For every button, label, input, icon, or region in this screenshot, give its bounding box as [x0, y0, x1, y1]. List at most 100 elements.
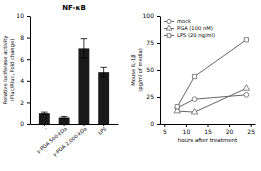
tick-label: 4 — [20, 77, 24, 84]
tick: 5 — [163, 124, 167, 135]
tick: 6 — [20, 56, 30, 63]
x-axis-title: hours after treatment — [178, 137, 238, 143]
axis-line — [31, 124, 119, 125]
legend-label: PGA (100 nM) — [177, 25, 213, 31]
tick-label: 6 — [20, 56, 24, 63]
y-axis-title: Mouse IL-1β(pg/ml of media) — [130, 48, 144, 91]
tick-mark — [157, 43, 160, 44]
tick-label: LPS — [97, 126, 108, 136]
legend-label: LPS (20 ng/ml) — [177, 32, 215, 39]
x-axis: -γ-PGA 500-kDaγ-PGA 2,000-kDa LPS — [31, 124, 119, 158]
plot-area — [39, 39, 109, 124]
tick-mark — [27, 81, 30, 82]
y-axis-title-line: (Fluc/Rluc, Fold change) — [9, 39, 16, 101]
chart-title: NF-κB — [62, 4, 86, 12]
tick-label: 8 — [20, 34, 24, 41]
tick-label: γ-PGA 500-kDa — [35, 126, 68, 156]
tick-label: 50 — [146, 66, 154, 73]
axis-line — [30, 17, 31, 125]
tick: 10 — [16, 12, 30, 19]
tick-label: 15 — [204, 128, 212, 135]
tick-label: 10 — [183, 128, 191, 135]
legend-swatch-marker — [166, 25, 172, 30]
tick-label: 25 — [247, 128, 255, 135]
tick-mark — [27, 16, 30, 17]
point — [244, 92, 249, 97]
series-line — [177, 88, 246, 112]
point — [192, 74, 196, 78]
legend-swatch-marker — [167, 19, 171, 23]
tick-mark — [157, 97, 160, 98]
chart-svg: 0 2 4 6 8 10 -γ-PGA 500-kDaγ-PGA 2,000-kDa LPS N… — [0, 0, 261, 171]
bar — [78, 48, 89, 124]
point — [244, 38, 248, 42]
legend-label: mock — [177, 18, 191, 24]
tick-label: 0 — [150, 120, 154, 127]
tick: 50 — [146, 66, 160, 73]
plot-area — [174, 38, 250, 114]
tick: 0 — [20, 120, 30, 127]
x-axis: 5 10 15 20 25 — [161, 124, 256, 135]
tick-mark — [157, 16, 160, 17]
tick-mark — [157, 124, 160, 125]
tick-mark — [229, 124, 230, 127]
legend-item: mock — [164, 18, 191, 24]
y-axis-title-line: (pg/ml of media) — [137, 48, 144, 91]
tick-mark — [164, 124, 165, 127]
tick: γ-PGA 500-kDa — [35, 124, 68, 155]
tick: 8 — [20, 34, 30, 41]
point — [192, 97, 197, 102]
tick-label: 2 — [20, 99, 24, 106]
tick-mark — [208, 124, 209, 127]
legend-item: LPS (20 ng/ml) — [164, 32, 215, 39]
tick: 10 — [183, 124, 191, 135]
legend-swatch-marker — [167, 34, 171, 38]
tick: 4 — [20, 77, 30, 84]
point — [243, 85, 249, 91]
tick-label: γ-PGA 2,000-kDa — [51, 126, 88, 159]
tick-label: - — [43, 125, 48, 131]
tick-label: 10 — [16, 12, 24, 19]
y-axis-title: Relative luciferase activity(Fluc/Rluc, … — [2, 36, 16, 105]
tick-mark — [27, 59, 30, 60]
legend-item: PGA (100 nM) — [164, 25, 213, 31]
tick-mark — [27, 124, 30, 125]
tick-mark — [27, 102, 30, 103]
tick: 100 — [143, 12, 160, 19]
axis-line — [160, 17, 161, 125]
point — [175, 105, 179, 109]
tick-label: 5 — [163, 128, 167, 135]
tick: 25 — [247, 124, 255, 135]
tick: 2 — [20, 99, 30, 106]
tick: 25 — [146, 93, 160, 100]
bar — [98, 72, 109, 124]
error-bar — [41, 112, 48, 114]
point — [191, 108, 197, 114]
bar — [39, 113, 50, 124]
y-axis: 0 25 50 75 100 — [143, 12, 161, 127]
legend: mockPGA (100 nM)LPS (20 ng/ml) — [164, 18, 215, 39]
tick: 20 — [226, 124, 234, 135]
error-bar — [100, 67, 107, 77]
tick-mark — [27, 38, 30, 39]
tick-mark — [157, 70, 160, 71]
tick-label: 0 — [20, 120, 24, 127]
tick: 75 — [146, 39, 160, 46]
y-axis: 0 2 4 6 8 10 — [16, 12, 30, 127]
series-line — [177, 40, 246, 107]
tick: LPS — [97, 124, 108, 136]
tick-mark — [186, 124, 187, 127]
series-line — [177, 95, 246, 108]
tick-label: 20 — [226, 128, 234, 135]
tick: 0 — [150, 120, 160, 127]
tick-label: 25 — [146, 93, 154, 100]
tick-label: 75 — [146, 39, 154, 46]
tick: 15 — [204, 124, 212, 135]
tick: γ-PGA 2,000-kDa — [51, 124, 88, 158]
tick-label: 100 — [143, 12, 155, 19]
error-bar — [61, 116, 68, 118]
chart-root: 0 2 4 6 8 10 -γ-PGA 500-kDaγ-PGA 2,000-kDa LPS N… — [0, 0, 261, 171]
tick: - — [43, 124, 48, 131]
tick-mark — [251, 124, 252, 127]
error-bar — [81, 39, 88, 58]
